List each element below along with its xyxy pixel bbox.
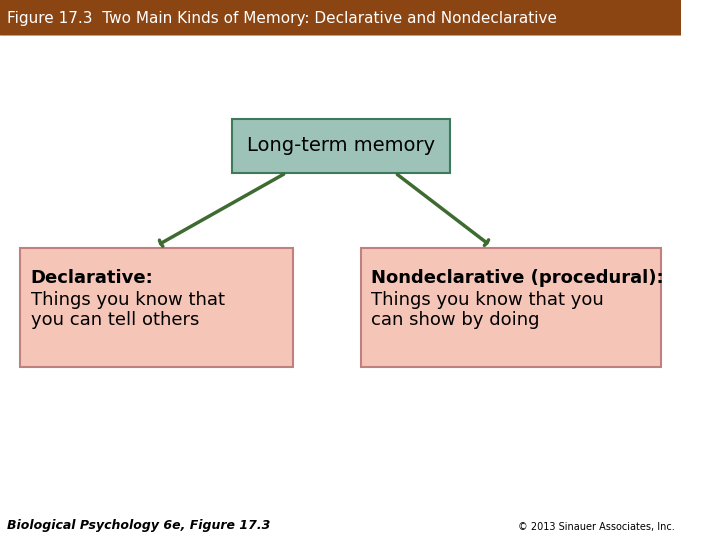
Text: Biological Psychology 6e, Figure 17.3: Biological Psychology 6e, Figure 17.3 (6, 519, 270, 532)
Text: Things you know that
you can tell others: Things you know that you can tell others (31, 291, 225, 329)
Text: Declarative:: Declarative: (31, 269, 153, 287)
FancyBboxPatch shape (361, 248, 661, 367)
FancyBboxPatch shape (232, 119, 449, 173)
Text: Nondeclarative (procedural):: Nondeclarative (procedural): (372, 269, 664, 287)
Text: Things you know that you
can show by doing: Things you know that you can show by doi… (372, 291, 604, 329)
FancyBboxPatch shape (0, 0, 681, 35)
Text: Figure 17.3  Two Main Kinds of Memory: Declarative and Nondeclarative: Figure 17.3 Two Main Kinds of Memory: De… (6, 11, 557, 26)
Text: Long-term memory: Long-term memory (246, 136, 435, 156)
FancyBboxPatch shape (20, 248, 293, 367)
Text: © 2013 Sinauer Associates, Inc.: © 2013 Sinauer Associates, Inc. (518, 522, 675, 532)
